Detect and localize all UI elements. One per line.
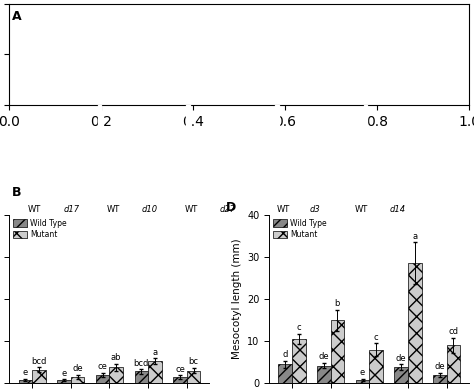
Bar	[292, 339, 306, 383]
Bar	[408, 263, 421, 383]
Text: d14: d14	[390, 205, 406, 214]
Text: A: A	[12, 10, 21, 23]
Bar	[317, 366, 331, 383]
Bar	[369, 350, 383, 383]
Bar	[187, 371, 201, 383]
Text: WT: WT	[28, 205, 41, 214]
Bar	[57, 380, 71, 383]
Bar	[447, 345, 460, 383]
Bar	[135, 371, 148, 383]
Text: de: de	[435, 362, 445, 371]
Text: de: de	[396, 353, 407, 362]
Bar	[18, 380, 32, 383]
Bar	[148, 361, 162, 383]
Text: d3: d3	[310, 205, 320, 214]
Y-axis label: Mesocotyl length (mm): Mesocotyl length (mm)	[232, 239, 242, 359]
Text: c: c	[374, 332, 378, 341]
Bar	[433, 375, 447, 383]
Bar	[98, 105, 101, 206]
Bar	[275, 105, 279, 206]
Text: B: B	[12, 186, 21, 199]
Text: WT: WT	[106, 205, 119, 214]
Bar	[186, 105, 190, 206]
Legend: Wild Type, Mutant: Wild Type, Mutant	[13, 219, 67, 239]
Text: ce: ce	[98, 362, 108, 371]
Bar	[278, 364, 292, 383]
Text: c: c	[296, 323, 301, 332]
Bar	[173, 377, 187, 383]
Text: ab: ab	[111, 353, 121, 362]
Text: de: de	[319, 352, 329, 361]
Bar	[96, 375, 109, 383]
Text: d: d	[283, 350, 288, 359]
Text: bcd: bcd	[31, 357, 46, 366]
Bar	[32, 370, 46, 383]
Text: a: a	[152, 348, 157, 357]
Legend: Wild Type, Mutant: Wild Type, Mutant	[273, 219, 327, 239]
Text: WT: WT	[184, 205, 198, 214]
Text: WT: WT	[355, 205, 368, 214]
Bar	[356, 380, 369, 383]
Bar	[109, 367, 123, 383]
Text: b: b	[335, 299, 340, 308]
Text: de: de	[72, 364, 83, 373]
Bar	[71, 377, 84, 383]
Text: e: e	[23, 368, 28, 377]
Text: e: e	[360, 368, 365, 377]
Text: d17: d17	[64, 205, 80, 214]
Text: D: D	[225, 201, 236, 214]
Text: bcd: bcd	[134, 359, 149, 368]
Text: d10: d10	[142, 205, 158, 214]
Bar	[364, 105, 367, 206]
Text: cd: cd	[448, 327, 458, 336]
Bar	[331, 320, 344, 383]
Text: bc: bc	[189, 357, 199, 366]
Bar	[275, 4, 279, 105]
Text: e: e	[61, 369, 67, 378]
Text: d27: d27	[220, 205, 236, 214]
Bar	[186, 4, 190, 105]
Bar	[394, 367, 408, 383]
Bar	[364, 4, 367, 105]
Text: ce: ce	[175, 364, 185, 373]
Text: WT: WT	[276, 205, 290, 214]
Bar	[98, 4, 101, 105]
Text: a: a	[412, 231, 417, 240]
